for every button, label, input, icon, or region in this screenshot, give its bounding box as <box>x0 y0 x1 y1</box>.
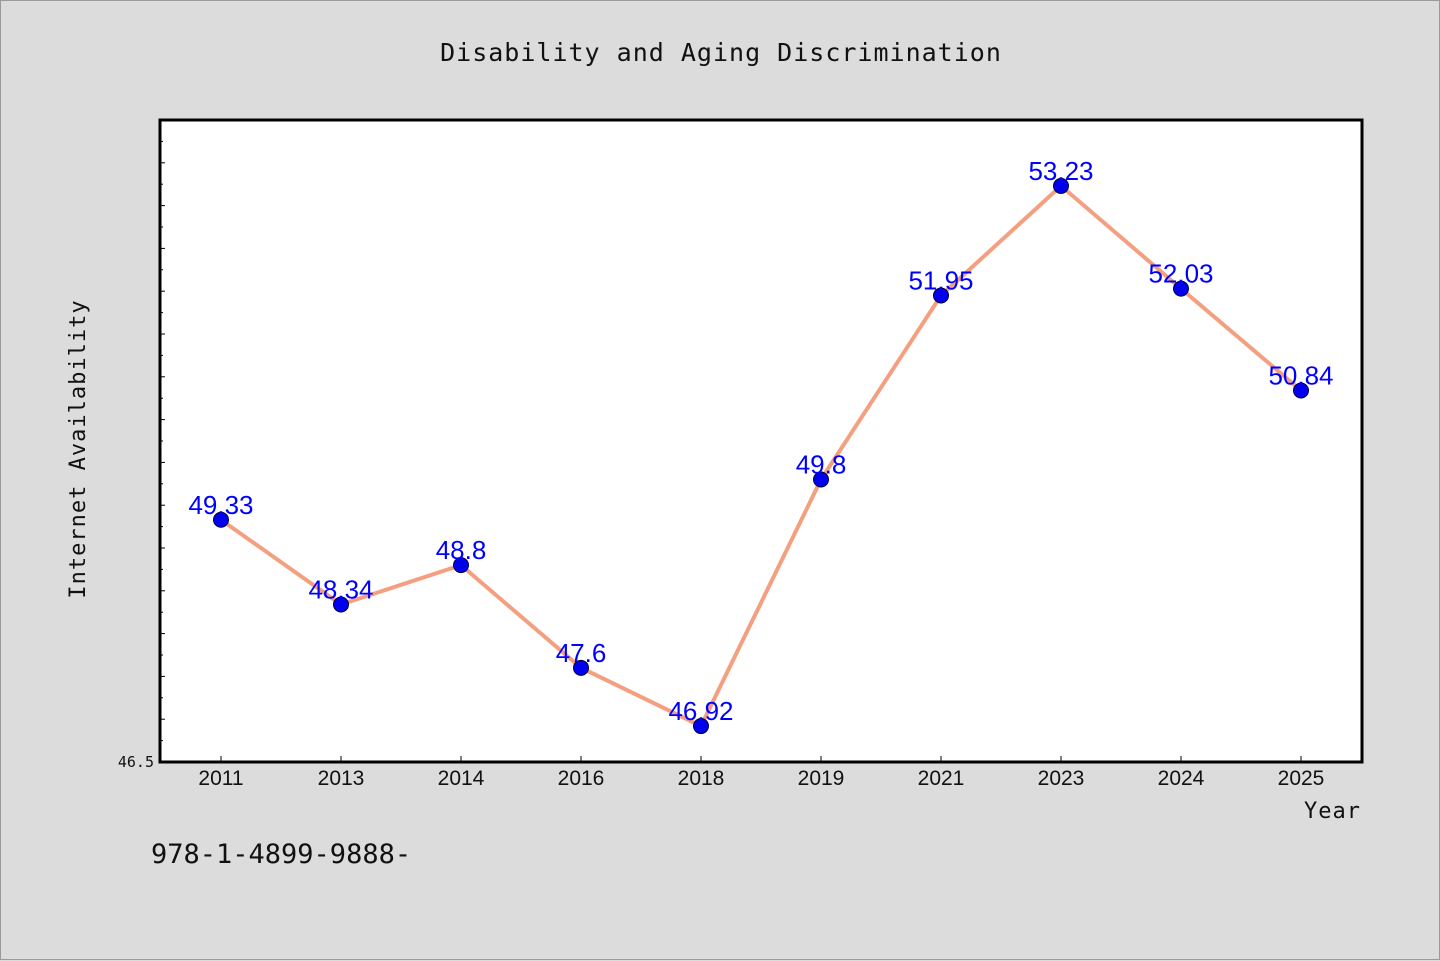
series-line-group <box>219 183 1303 729</box>
data-point <box>1173 280 1189 297</box>
data-point <box>213 511 229 528</box>
data-point <box>453 557 469 574</box>
plot-area <box>158 118 1364 764</box>
y-axis-label: Internet Availability <box>66 299 91 598</box>
data-point <box>573 659 589 676</box>
y-axis-ticks: 46.5 <box>118 119 165 771</box>
y-tick-label: 46.5 <box>118 753 154 771</box>
x-tick-label: 2024 <box>1158 767 1205 790</box>
x-tick-label: 2011 <box>198 767 243 790</box>
footer-text: 978-1-4899-9888- <box>151 839 411 870</box>
data-label: 50.84 <box>1268 360 1333 390</box>
data-point <box>1293 382 1309 399</box>
data-label: 48.8 <box>436 535 487 565</box>
data-label: 49.33 <box>188 490 253 520</box>
data-label: 48.34 <box>308 574 373 604</box>
x-axis-ticks: 2011 2013 2014 2016 2018 2019 2021 2023 2024 2025 <box>198 756 1324 790</box>
data-label: 47.6 <box>556 638 607 668</box>
data-label: 52.03 <box>1148 259 1213 289</box>
data-points-group <box>213 177 1309 735</box>
x-tick-label: 2023 <box>1038 767 1085 790</box>
x-axis-label: Year <box>1304 799 1361 824</box>
data-point <box>813 471 829 488</box>
x-tick-label: 2021 <box>918 767 965 790</box>
data-point <box>1053 177 1069 194</box>
x-tick-label: 2013 <box>318 767 365 790</box>
chart-title: Disability and Aging Discrimination <box>440 38 1002 67</box>
series-line <box>219 183 1303 729</box>
data-labels-group: 49.33 48.34 48.8 47.6 46.92 49.8 51.95 53.23 52.… <box>188 156 1333 726</box>
data-label: 46.92 <box>668 696 733 726</box>
data-point <box>333 596 349 613</box>
data-point <box>693 718 709 735</box>
data-point <box>933 287 949 304</box>
x-tick-label: 2025 <box>1278 767 1325 790</box>
data-label: 49.8 <box>796 450 847 480</box>
x-tick-label: 2018 <box>678 767 725 790</box>
x-tick-label: 2019 <box>798 767 845 790</box>
data-label: 51.95 <box>908 265 973 295</box>
x-tick-label: 2016 <box>558 767 605 790</box>
data-label: 53.23 <box>1028 156 1093 186</box>
x-tick-label: 2014 <box>438 767 485 790</box>
